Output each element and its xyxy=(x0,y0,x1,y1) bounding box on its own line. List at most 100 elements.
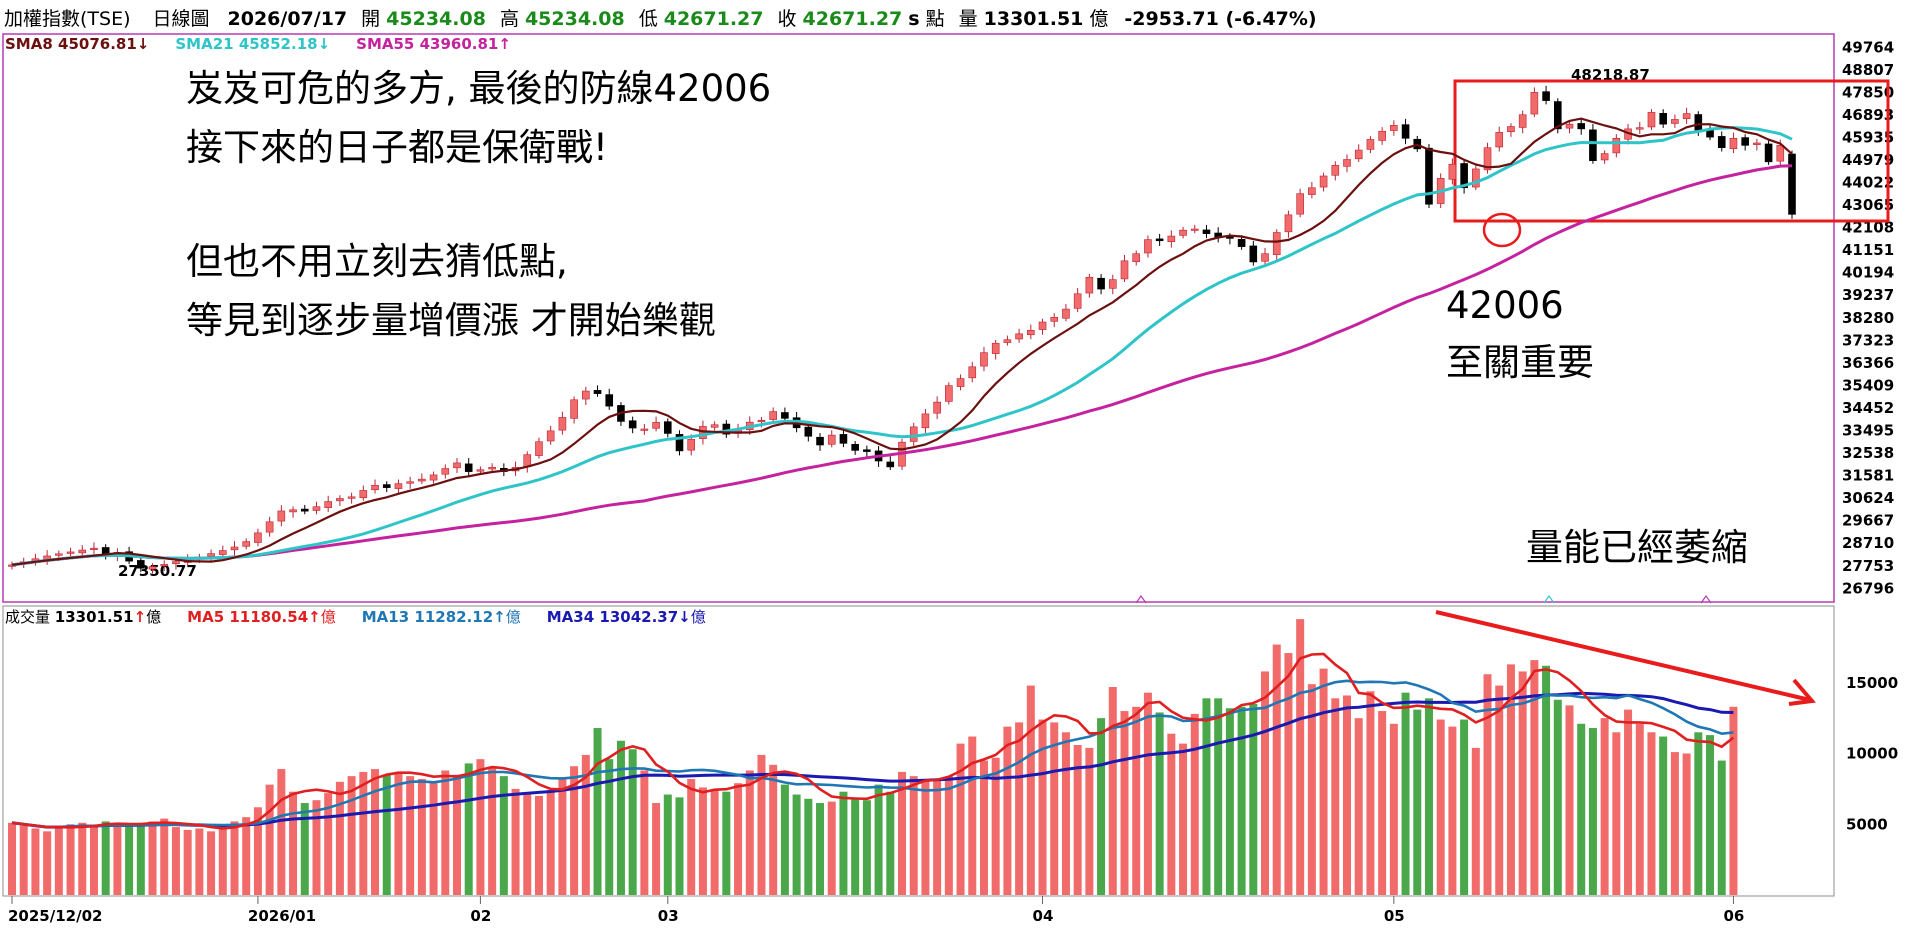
volume-bar xyxy=(944,776,953,895)
volume-bar xyxy=(1682,753,1691,895)
price-tick-label: 27753 xyxy=(1842,557,1894,575)
candle-body xyxy=(1331,165,1340,176)
candle xyxy=(816,433,824,451)
candle-body xyxy=(1753,142,1761,145)
volume-bar xyxy=(851,797,860,895)
candle-body xyxy=(1343,159,1351,167)
volume-bar xyxy=(827,801,836,895)
candle-body xyxy=(1682,113,1691,120)
candle xyxy=(148,563,157,574)
legend-ma13: MA13 11282.12↑億 xyxy=(362,608,521,626)
volume-bar xyxy=(300,803,309,895)
volume-bar xyxy=(347,776,356,895)
volume-bar xyxy=(394,771,403,895)
volume-bar xyxy=(687,778,696,895)
candle-body xyxy=(66,551,75,554)
candle-body xyxy=(265,521,274,533)
volume-bar xyxy=(523,793,532,895)
candle-body xyxy=(628,420,637,429)
volume-bar xyxy=(464,763,473,895)
annotation-key-level: 42006 xyxy=(1446,284,1564,327)
candle xyxy=(242,538,251,550)
volume-bar xyxy=(89,825,98,895)
candle xyxy=(406,476,414,489)
volume-bar xyxy=(31,828,40,895)
volume-bar xyxy=(1471,747,1480,895)
x-tick-label: 06 xyxy=(1723,907,1744,925)
candle xyxy=(1308,181,1316,199)
volume-bar xyxy=(1706,735,1715,895)
candle xyxy=(1717,131,1726,152)
candle-body xyxy=(687,439,696,451)
volume-bar xyxy=(66,824,75,895)
x-tick-label: 2025/12/02 xyxy=(8,907,102,925)
candle xyxy=(1085,273,1094,298)
candle-body xyxy=(839,434,848,444)
volume-bar xyxy=(570,766,579,895)
volume-bar xyxy=(616,740,625,895)
candle-body xyxy=(535,441,543,456)
candle xyxy=(1003,335,1012,346)
volume-bar xyxy=(1202,698,1211,895)
volume-bar xyxy=(1401,692,1410,895)
candle-body xyxy=(863,449,871,452)
candle-body xyxy=(230,546,239,551)
volume-bar xyxy=(1237,706,1246,895)
candle-body xyxy=(804,426,813,437)
price-tick-label: 42108 xyxy=(1842,219,1894,237)
volume-bars xyxy=(8,619,1738,895)
candle xyxy=(1425,144,1433,209)
candle xyxy=(1190,224,1199,234)
candle xyxy=(968,361,977,383)
volume-bar xyxy=(218,825,227,895)
volume-bar xyxy=(1225,708,1234,895)
candle xyxy=(382,481,391,493)
volume-bar xyxy=(1190,713,1199,895)
volume-bar xyxy=(792,794,801,895)
candle xyxy=(558,411,567,435)
candle-body xyxy=(652,422,660,429)
candle-body xyxy=(347,496,356,499)
candle xyxy=(1296,188,1304,218)
candle xyxy=(1600,150,1609,164)
price-tick-label: 35409 xyxy=(1842,376,1894,394)
candle-body xyxy=(148,566,157,570)
candle xyxy=(160,560,169,572)
candle-body xyxy=(1448,163,1457,180)
candle-body xyxy=(1635,127,1644,130)
candle xyxy=(1518,110,1527,134)
candle xyxy=(441,464,450,479)
volume-bar xyxy=(78,822,87,895)
volume-bar xyxy=(148,821,157,895)
volume-bar xyxy=(558,778,567,895)
period-label: 日線圖 xyxy=(153,8,210,30)
price-tick-label: 41151 xyxy=(1842,241,1894,259)
volume-bar xyxy=(1694,732,1703,895)
candle xyxy=(921,408,930,433)
volume-bar xyxy=(1659,736,1668,895)
volume-bar xyxy=(1460,719,1469,895)
price-tick-label: 46893 xyxy=(1842,106,1894,124)
volume-bar xyxy=(534,795,543,895)
legend-sma55: SMA55 43960.81↑ xyxy=(356,35,511,53)
volume-bar xyxy=(183,829,192,895)
candle-body xyxy=(172,561,180,565)
ma13-line xyxy=(11,679,1734,829)
candle xyxy=(78,545,87,557)
legend-volume: 成交量 13301.51↑億 MA5 11180.54↑億 MA13 11282.1… xyxy=(5,608,706,626)
candle xyxy=(1249,240,1258,266)
volume-bar xyxy=(324,793,333,895)
candle-body xyxy=(90,547,98,550)
candle-body xyxy=(1671,119,1679,124)
candle-body xyxy=(78,549,87,554)
candle xyxy=(1120,255,1129,282)
low-value: 42671.27 xyxy=(664,8,764,30)
candle-body xyxy=(1308,187,1316,195)
price-tick-label: 44022 xyxy=(1842,174,1894,192)
candle xyxy=(675,430,684,456)
x-tick-label: 04 xyxy=(1033,907,1054,925)
candle-body xyxy=(1495,132,1504,148)
candle-body xyxy=(663,421,672,434)
volume-bar xyxy=(780,784,789,895)
candle-body xyxy=(956,378,965,387)
